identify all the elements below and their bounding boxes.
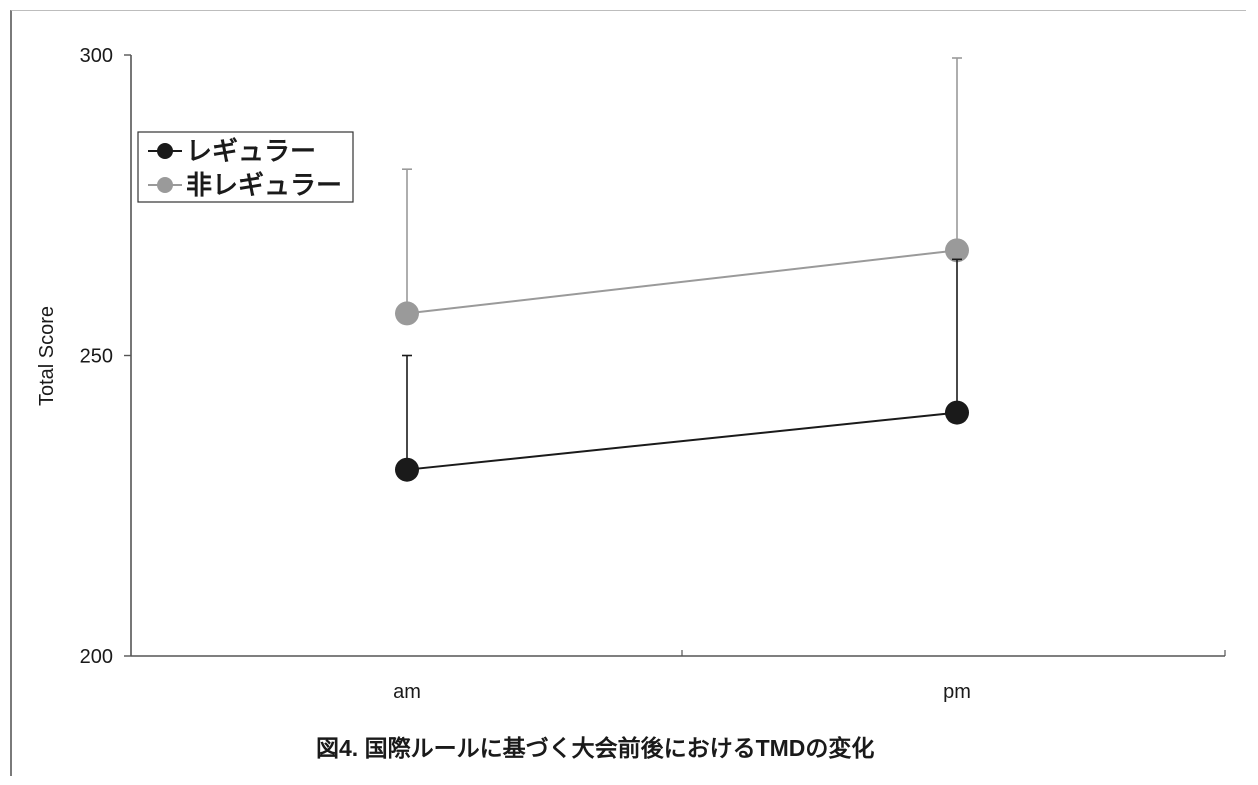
x-tick-label: am (393, 681, 421, 703)
x-ticks: am pm (393, 650, 1226, 703)
legend-label-non-regular: 非レギュラー (186, 170, 342, 200)
y-tick-label: 300 (80, 45, 113, 67)
series-line (406, 411, 958, 471)
series-line (406, 249, 958, 315)
y-axis-title: Total Score (36, 306, 58, 406)
y-tick-label: 250 (80, 346, 113, 368)
legend-marker-non-regular (157, 177, 173, 193)
frame-border (10, 10, 1246, 776)
y-ticks: 200 250 300 (80, 45, 131, 668)
data-point (945, 400, 969, 425)
series-layer (395, 57, 969, 482)
legend-item-regular: レギュラー (148, 136, 316, 166)
series-non-regular (395, 57, 969, 326)
legend-label-regular: レギュラー (186, 136, 316, 166)
x-tick-label: pm (943, 681, 971, 703)
data-point (395, 301, 419, 326)
data-point (945, 238, 969, 263)
legend: レギュラー 非レギュラー (137, 131, 354, 203)
legend-box (137, 131, 354, 203)
series-regular (395, 258, 969, 482)
legend-item-non-regular: 非レギュラー (148, 170, 342, 200)
legend-marker-regular (157, 143, 173, 159)
data-point (395, 457, 419, 482)
figure-caption: 図4. 国際ルールに基づく大会前後におけるTMDの変化 (316, 735, 874, 761)
y-tick-label: 200 (80, 646, 113, 668)
